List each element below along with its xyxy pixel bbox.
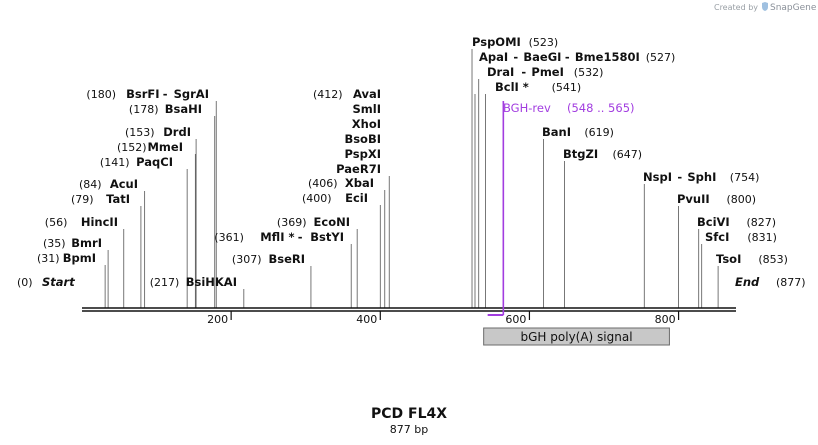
site-name-paer7i[interactable]: PaeR7I xyxy=(336,162,381,176)
credit-prefix: Created by xyxy=(714,3,758,12)
site-name-drdi[interactable]: DrdI xyxy=(163,125,191,139)
site-pos-853: (853) xyxy=(758,253,788,266)
site-pos-31: (31) xyxy=(37,252,60,265)
site-pos-647: (647) xyxy=(613,148,643,161)
site-name-btgzi[interactable]: BtgZI xyxy=(563,147,598,161)
site-name-bcivi[interactable]: BciVI xyxy=(697,215,730,229)
site-pos-406: (406) xyxy=(308,177,338,190)
site-name-sfci[interactable]: SfcI xyxy=(705,230,729,244)
site-pos-56: (56) xyxy=(45,216,68,229)
site-pos-412: (412) xyxy=(313,88,343,101)
site-name-pspomi[interactable]: PspOMI xyxy=(472,35,521,49)
site-sep: - xyxy=(565,50,570,64)
site-sep: - xyxy=(298,230,303,244)
end-pos: (877) xyxy=(776,276,806,289)
site-pos-831: (831) xyxy=(747,231,777,244)
site-pos-523: (523) xyxy=(529,36,559,49)
site-name-pmei[interactable]: PmeI xyxy=(531,65,564,79)
site-pos-35: (35) xyxy=(43,237,66,250)
site-name-tsoi[interactable]: TsoI xyxy=(716,252,741,266)
site-name-bstyi[interactable]: BstYI xyxy=(310,230,344,244)
feature-bgh-polya[interactable] xyxy=(483,327,670,346)
site-pos-152: (152) xyxy=(117,141,147,154)
site-name-bseri[interactable]: BseRI xyxy=(268,252,305,266)
site-name-hincii[interactable]: HincII xyxy=(81,215,118,229)
site-name-pvuii[interactable]: PvuII xyxy=(677,192,710,206)
site-sep: - xyxy=(521,65,526,79)
site-name-ecii[interactable]: EciI xyxy=(345,191,368,205)
site-name-bmri[interactable]: BmrI xyxy=(71,236,102,250)
site-pos-217: (217) xyxy=(150,276,180,289)
site-name-bpmi[interactable]: BpmI xyxy=(63,251,96,265)
site-sep: - xyxy=(163,87,168,101)
start-label: Start xyxy=(42,275,75,289)
feature-label: bGH poly(A) signal xyxy=(521,330,633,344)
ruler-label-400: 400 xyxy=(356,313,377,326)
site-pos-79: (79) xyxy=(71,193,94,206)
ruler-label-600: 600 xyxy=(505,313,526,326)
site-name-xbai[interactable]: XbaI xyxy=(345,176,374,190)
site-pos-541: (541) xyxy=(552,81,582,94)
site-pos-800: (800) xyxy=(727,193,757,206)
site-name-sphi[interactable]: SphI xyxy=(687,170,716,184)
start-pos: (0) xyxy=(17,276,33,289)
map-title: PCD FL4X xyxy=(371,406,447,422)
site-name-pspxi[interactable]: PspXI xyxy=(345,147,381,161)
site-name-bsihkai[interactable]: BsiHKAI xyxy=(186,275,237,289)
site-name-bcli[interactable]: BclI * xyxy=(495,80,529,94)
site-name-bani[interactable]: BanI xyxy=(542,125,571,139)
primer-range: (548 .. 565) xyxy=(567,101,635,115)
site-pos-369: (369) xyxy=(277,216,307,229)
site-name-bme1580i[interactable]: Bme1580I xyxy=(575,50,640,64)
credit-brand: SnapGene xyxy=(770,3,817,13)
site-name-nspi[interactable]: NspI xyxy=(643,170,672,184)
ruler-label-200: 200 xyxy=(207,313,228,326)
ruler-label-800: 800 xyxy=(655,313,676,326)
site-name-mfli[interactable]: MflI * xyxy=(260,230,294,244)
site-name-paqci[interactable]: PaqCI xyxy=(136,155,173,169)
site-name-drai[interactable]: DraI xyxy=(487,65,514,79)
site-name-bsahi[interactable]: BsaHI xyxy=(165,102,202,116)
site-name-xhoi[interactable]: XhoI xyxy=(352,117,381,131)
site-name-apai[interactable]: ApaI xyxy=(479,50,508,64)
site-pos-153: (153) xyxy=(125,126,155,139)
site-pos-178: (178) xyxy=(129,103,159,116)
primer-name[interactable]: BGH-rev xyxy=(503,101,551,115)
site-pos-400: (400) xyxy=(302,192,332,205)
site-name-smli[interactable]: SmlI xyxy=(353,102,382,116)
site-name-bsobi[interactable]: BsoBI xyxy=(344,132,381,146)
site-sep: - xyxy=(513,50,518,64)
map-length: 877 bp xyxy=(390,423,428,436)
site-pos-827: (827) xyxy=(747,216,777,229)
site-pos-141: (141) xyxy=(100,156,130,169)
site-name-acui[interactable]: AcuI xyxy=(110,177,138,191)
snapgene-logo-icon xyxy=(762,2,768,11)
site-name-baegi[interactable]: BaeGI xyxy=(523,50,561,64)
site-name-econi[interactable]: EcoNI xyxy=(314,215,350,229)
site-pos-180: (180) xyxy=(86,88,116,101)
site-name-avai[interactable]: AvaI xyxy=(353,87,381,101)
site-name-tati[interactable]: TatI xyxy=(106,192,130,206)
end-label: End xyxy=(735,275,760,289)
site-pos-754: (754) xyxy=(730,171,760,184)
site-pos-532: (532) xyxy=(574,66,604,79)
site-pos-307: (307) xyxy=(232,253,262,266)
site-sep: - xyxy=(677,170,682,184)
site-pos-84: (84) xyxy=(79,178,102,191)
site-name-sgrai[interactable]: SgrAI xyxy=(174,87,209,101)
site-pos-361: (361) xyxy=(214,231,244,244)
site-name-mmei[interactable]: MmeI xyxy=(147,140,183,154)
site-pos-619: (619) xyxy=(584,126,614,139)
site-pos-527: (527) xyxy=(646,51,676,64)
site-name-bsrfi[interactable]: BsrFI xyxy=(126,87,159,101)
